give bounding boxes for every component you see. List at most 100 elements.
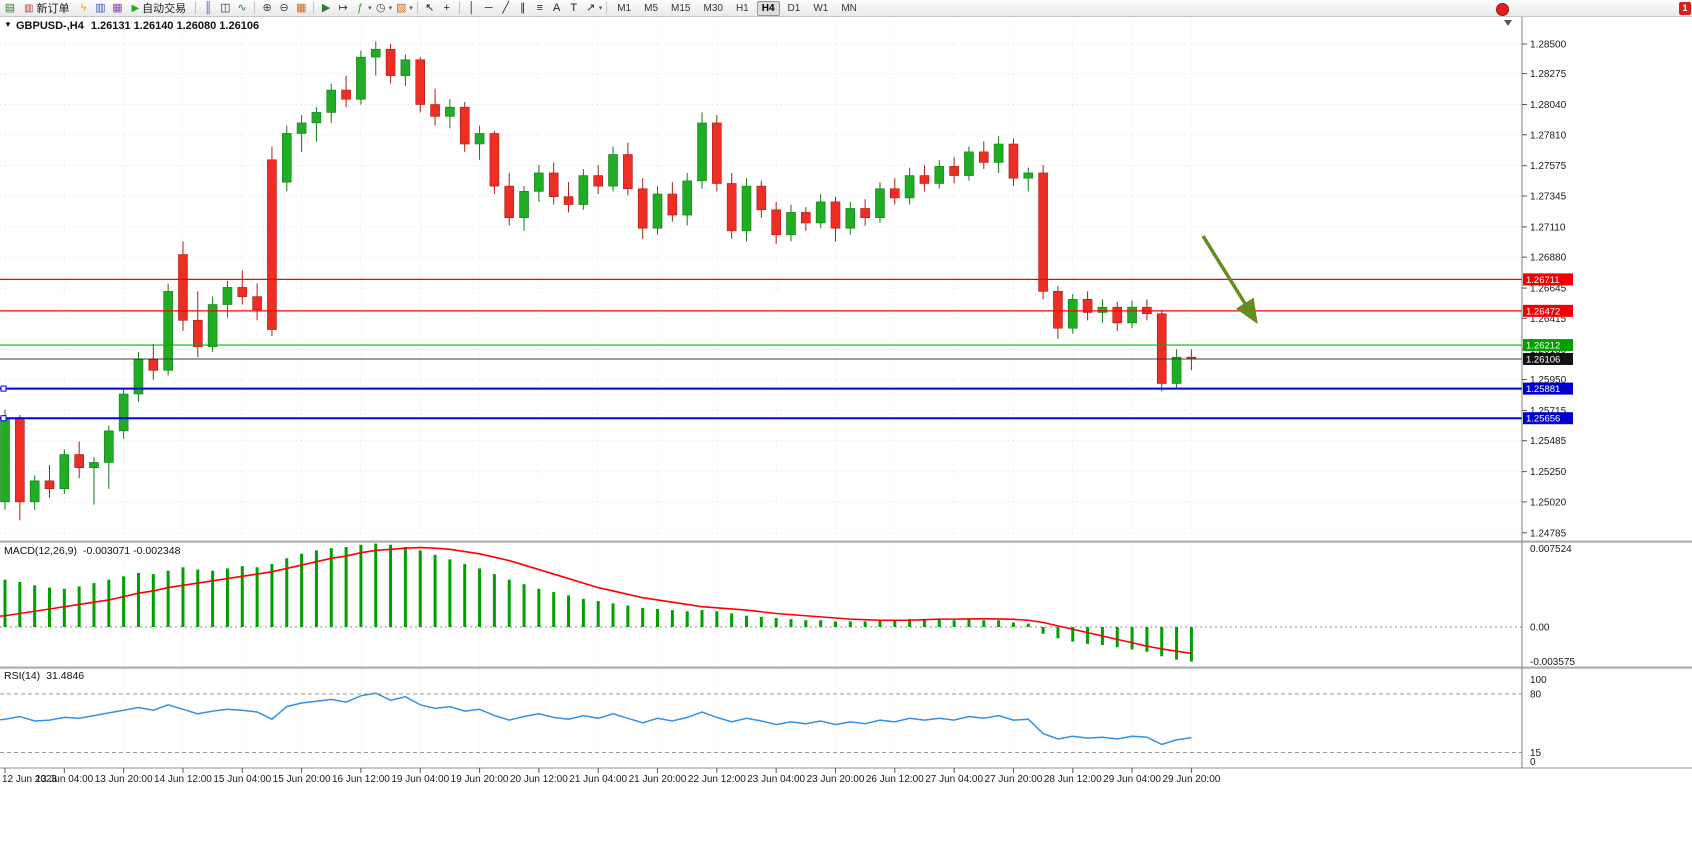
time-tick-label: 15 Jun 04:00 — [213, 774, 271, 785]
zoom-in-icon[interactable]: ⊕ — [262, 1, 272, 14]
indicators-icon-dropdown[interactable]: ▾ — [368, 5, 372, 12]
candle — [1112, 301, 1123, 331]
candle — [934, 159, 945, 189]
candle — [1156, 309, 1167, 392]
candle — [163, 283, 173, 376]
time-tick-label: 23 Jun 04:00 — [747, 774, 805, 785]
price-tick-label: 1.27575 — [1530, 161, 1567, 172]
candle — [400, 54, 411, 87]
zoom-out-icon[interactable]: ⊖ — [279, 1, 289, 14]
indicators-icon[interactable]: ƒ — [357, 1, 364, 14]
tile-windows-icon[interactable]: ▦ — [295, 1, 307, 14]
price-badge-1.26212: 1.26212 — [1523, 339, 1573, 352]
time-tick-label: 21 Jun 04:00 — [569, 774, 627, 785]
auto-scroll-icon[interactable]: ▶ — [321, 1, 331, 14]
panel-splitter[interactable] — [0, 666, 1692, 669]
periods-icon[interactable]: ◷ — [375, 1, 386, 14]
macd-values: -0.003071 -0.002348 — [82, 545, 181, 557]
chart-title: GBPUSD-,H4 1.26131 1.26140 1.26080 1.2610… — [16, 20, 259, 32]
candle — [430, 88, 440, 126]
candle — [459, 101, 470, 152]
chart-shift-icon[interactable]: ↦ — [338, 1, 348, 14]
alert-icon[interactable] — [1496, 3, 1509, 16]
candle — [267, 146, 277, 337]
svg-text:1.26212: 1.26212 — [1526, 341, 1560, 352]
templates-icon[interactable]: ▧ — [395, 1, 407, 14]
chart-window-icon[interactable]: ▦ — [112, 1, 123, 14]
new-chart-icon[interactable]: ▤ — [4, 1, 16, 14]
trendline-icon[interactable]: ╱ — [502, 1, 510, 14]
market-watch-icon[interactable]: ▥ — [95, 1, 106, 14]
time-tick-label: 28 Jun 12:00 — [1044, 774, 1102, 785]
rsi-axis-label: 100 — [1530, 675, 1547, 686]
text-label-icon[interactable]: T — [570, 1, 578, 14]
price-tick-label: 1.25485 — [1530, 436, 1567, 447]
cursor-icon[interactable]: ↖ — [425, 1, 435, 14]
candle — [504, 172, 515, 226]
lightning-icon[interactable]: ϟ — [80, 1, 87, 14]
new-order-button[interactable]: ▥ 新订单 — [19, 1, 74, 16]
templates-icon-dropdown[interactable]: ▾ — [409, 5, 413, 12]
timeframe-button-D1[interactable]: D1 — [787, 2, 801, 14]
rsi-axis-label: 0 — [1530, 757, 1536, 768]
price-tick-label: 1.26880 — [1530, 253, 1567, 264]
ohlc-bars-icon[interactable]: ║ — [204, 1, 213, 14]
candle — [771, 201, 781, 244]
arrows-icon[interactable]: ↗ — [586, 1, 596, 14]
panel-splitter[interactable] — [0, 540, 1692, 543]
line-handle[interactable] — [0, 385, 7, 392]
time-tick-label: 29 Jun 20:00 — [1162, 774, 1220, 785]
text-icon[interactable]: A — [553, 1, 561, 14]
price-badge-1.25881: 1.25881 — [1523, 382, 1573, 395]
toolbar-separator — [195, 2, 197, 14]
time-tick-label: 22 Jun 12:00 — [688, 774, 746, 785]
periods-icon-dropdown[interactable]: ▾ — [388, 5, 393, 12]
candle — [341, 75, 351, 108]
candlestick-icon[interactable]: ◫ — [219, 1, 231, 14]
candle — [578, 169, 589, 210]
time-tick-label: 29 Jun 04:00 — [1103, 774, 1161, 785]
timeframe-button-M15[interactable]: M15 — [671, 2, 691, 14]
time-tick-label: 16 Jun 12:00 — [332, 774, 390, 785]
horizontal-line-icon[interactable]: ─ — [484, 1, 493, 14]
crosshair-icon[interactable]: + — [443, 1, 450, 14]
time-tick-label: 26 Jun 12:00 — [866, 774, 924, 785]
trend-arrow[interactable] — [1201, 235, 1258, 324]
macd-axis-label: -0.003575 — [1530, 657, 1575, 668]
toolbar-separator — [254, 2, 256, 14]
timeframe-button-W1[interactable]: W1 — [813, 2, 829, 14]
one-click-trading-toggle[interactable]: ▼ — [4, 20, 12, 29]
timeframe-button-H1[interactable]: H1 — [735, 2, 749, 14]
timeframe-button-M5[interactable]: M5 — [644, 2, 659, 14]
candle — [593, 165, 604, 194]
candle — [356, 50, 366, 105]
timeframe-button-H4[interactable]: H4 — [756, 0, 780, 16]
arrows-icon-dropdown[interactable]: ▾ — [598, 5, 603, 12]
candle — [964, 146, 974, 181]
gridlines — [0, 17, 1522, 768]
candle — [697, 112, 707, 189]
vertical-line-icon[interactable]: │ — [468, 1, 476, 14]
candle — [652, 186, 663, 235]
macd-axis-label: 0.007524 — [1530, 544, 1572, 555]
time-tick-label: 12 Jun 2023 — [2, 774, 57, 785]
candle — [415, 57, 426, 113]
candle — [326, 83, 337, 123]
candle — [207, 296, 218, 352]
auto-trading-button[interactable]: ▶ 自动交易 — [126, 1, 191, 16]
line-chart-icon[interactable]: ∿ — [237, 1, 247, 14]
fibonacci-icon[interactable]: ≡ — [536, 1, 543, 14]
line-handle[interactable] — [0, 415, 7, 422]
timeframe-button-M1[interactable]: M1 — [617, 2, 632, 14]
price-badge-1.26106: 1.26106 — [1523, 353, 1573, 366]
price-badge-1.25656: 1.25656 — [1523, 412, 1573, 425]
channel-icon[interactable]: ∥ — [519, 1, 526, 14]
timeframe-button-M30[interactable]: M30 — [703, 2, 723, 14]
timeframe-button-MN[interactable]: MN — [841, 2, 857, 14]
chart-shift-marker[interactable] — [1504, 20, 1512, 26]
notification-badge[interactable]: 1 — [1679, 2, 1691, 15]
candle — [237, 270, 248, 305]
